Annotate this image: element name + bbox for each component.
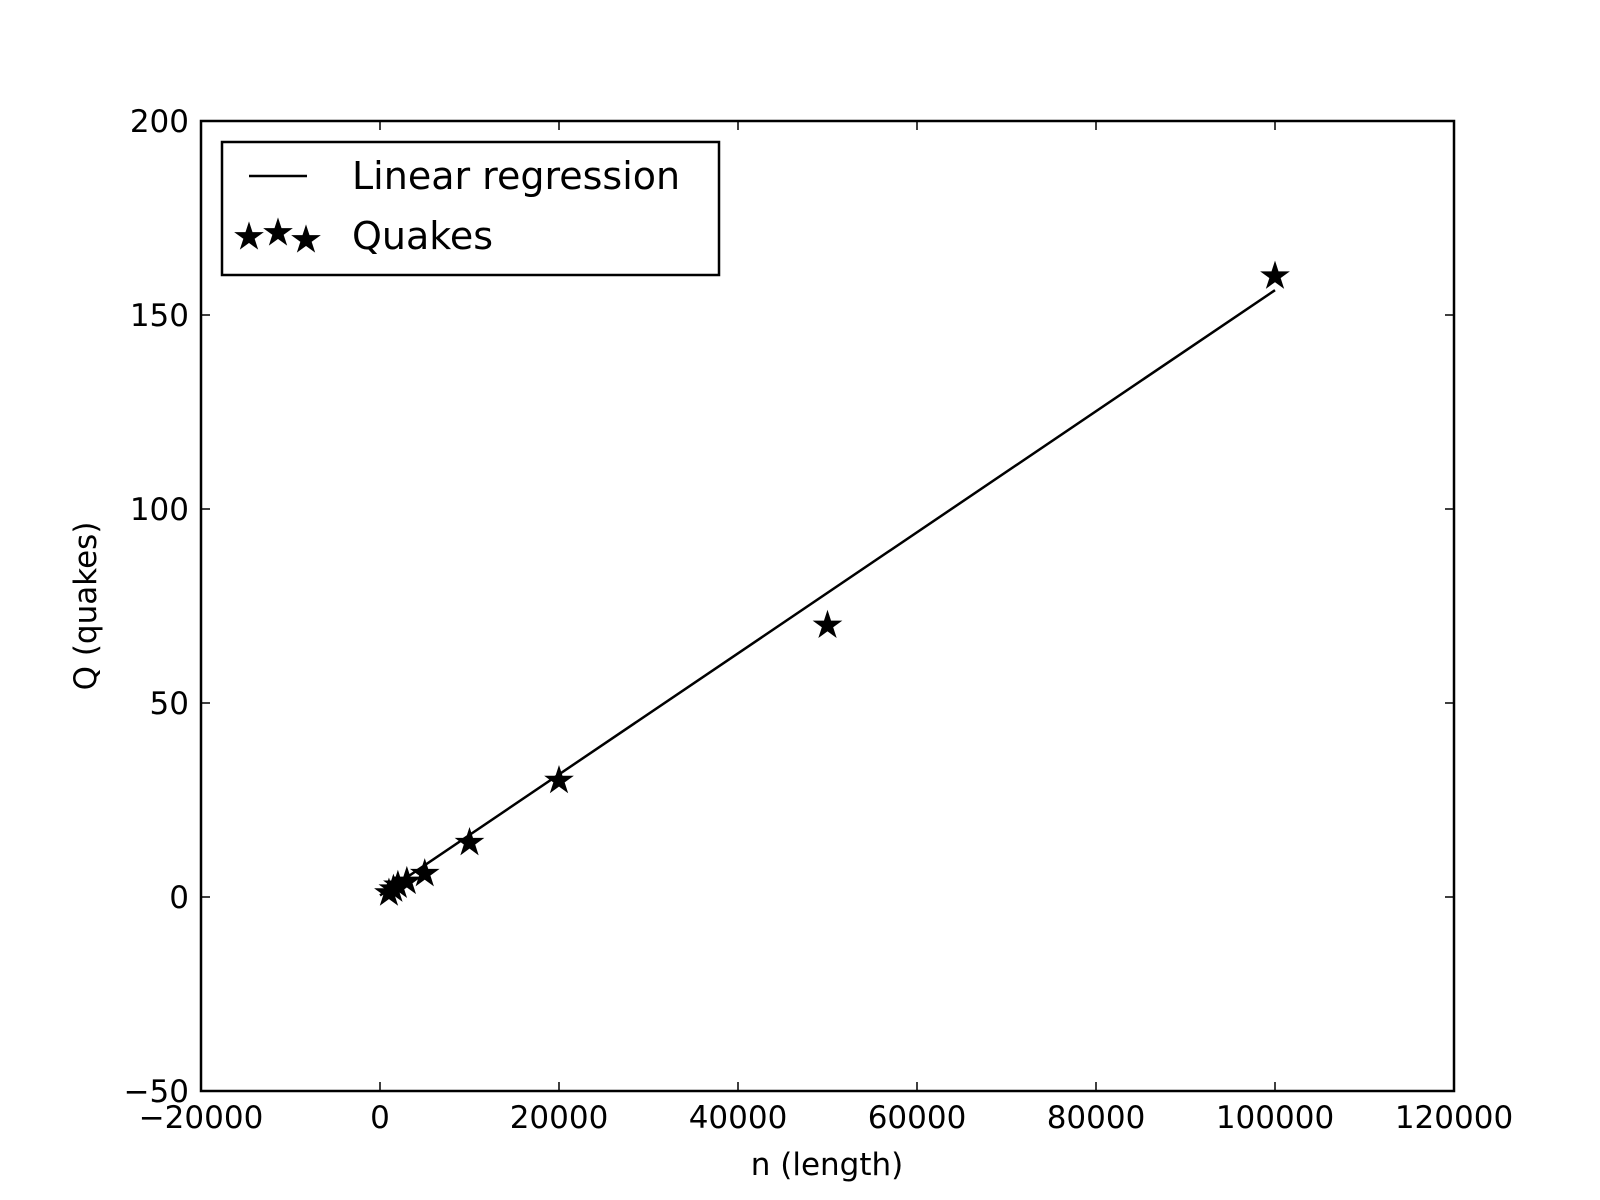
quake-point xyxy=(454,827,485,856)
quake-point xyxy=(812,609,843,639)
y-axis-label: Q (quakes) xyxy=(68,522,104,691)
legend-star-swatches xyxy=(234,217,321,253)
quake-point xyxy=(1260,260,1290,289)
legend-label-regression: Linear regression xyxy=(352,154,680,198)
x-tick-label: −20000 xyxy=(139,1100,264,1136)
legend-star-icon xyxy=(291,224,321,253)
x-axis-label: n (length) xyxy=(751,1147,904,1183)
legend-label-quakes: Quakes xyxy=(352,214,493,258)
regression-line-group xyxy=(379,289,1276,897)
legend-box xyxy=(220,140,721,277)
regression-line xyxy=(379,289,1276,897)
x-tick-label: 0 xyxy=(370,1100,390,1136)
legend: Linear regression Quakes xyxy=(220,140,721,277)
x-tick-labels: −20000 0 20000 40000 60000 80000 100000 120000 xyxy=(139,1100,1513,1136)
x-tick-label: 120000 xyxy=(1395,1100,1513,1136)
x-tick-label: 100000 xyxy=(1216,1100,1334,1136)
y-tick-label: 0 xyxy=(169,880,189,916)
quake-point xyxy=(409,858,440,887)
y-tick-label: 50 xyxy=(150,686,189,722)
plot-area xyxy=(201,121,1454,1091)
y-tick-label: 150 xyxy=(130,298,189,334)
data-points xyxy=(374,260,1290,906)
x-tick-label: 40000 xyxy=(689,1100,788,1136)
legend-star-icon xyxy=(234,221,264,250)
y-tick-label: −50 xyxy=(124,1074,189,1110)
y-tick-label: 200 xyxy=(130,104,189,140)
x-tick-label: 80000 xyxy=(1047,1100,1146,1136)
x-tick-label: 60000 xyxy=(868,1100,967,1136)
y-tick-labels: −50 0 50 100 150 200 xyxy=(124,104,189,1110)
quake-point xyxy=(392,865,422,895)
x-tick-label: 20000 xyxy=(510,1100,609,1136)
y-tick-label: 100 xyxy=(130,492,189,528)
legend-star-icon xyxy=(263,217,293,246)
quake-point xyxy=(544,764,574,794)
plot-frame xyxy=(199,119,1456,1093)
